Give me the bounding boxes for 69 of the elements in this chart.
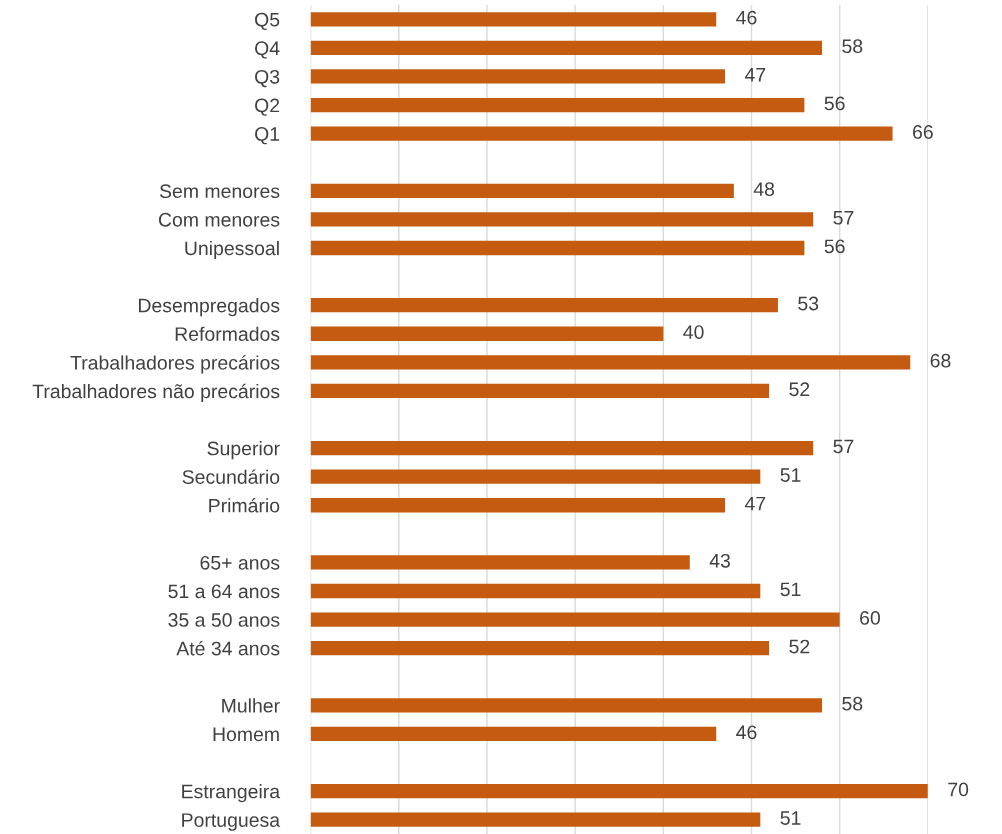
bar xyxy=(310,383,770,399)
y-tick-label: Homem xyxy=(213,727,279,742)
bar xyxy=(310,612,840,627)
y-tick-label: Q3 xyxy=(255,69,280,88)
y-tick-label: 65+ anos xyxy=(200,555,280,570)
bar xyxy=(310,555,690,570)
bar xyxy=(310,469,761,484)
bar xyxy=(310,641,770,656)
data-label: 46 xyxy=(736,725,757,740)
bar xyxy=(310,183,734,198)
data-label: 51 xyxy=(780,811,801,825)
data-label: 56 xyxy=(824,96,845,111)
data-label: 40 xyxy=(683,325,704,339)
data-label: 70 xyxy=(948,782,969,797)
data-label: 66 xyxy=(913,125,933,139)
data-label: 68 xyxy=(930,353,951,368)
y-tick-label: Trabalhadores não precários xyxy=(32,383,280,403)
data-label: 46 xyxy=(736,10,757,25)
data-label: 51 xyxy=(780,582,801,597)
data-label: 58 xyxy=(842,696,863,711)
data-label: 51 xyxy=(780,468,801,482)
data-label: 56 xyxy=(824,239,845,254)
y-tick-label: 35 a 50 anos xyxy=(168,613,280,627)
y-tick-label: Primário xyxy=(209,497,280,513)
y-tick-label: Q2 xyxy=(255,98,280,116)
bar xyxy=(310,12,717,27)
bar xyxy=(310,69,726,84)
y-tick-label: Secundário xyxy=(182,469,280,484)
data-label: 53 xyxy=(798,296,819,311)
bar xyxy=(310,783,928,799)
y-tick-label: Com menores xyxy=(158,212,280,227)
bar xyxy=(310,240,805,256)
y-tick-label: Unipessoal xyxy=(185,240,279,260)
y-tick-label: Mulher xyxy=(222,698,280,713)
y-tick-label: Estrangeira xyxy=(182,784,281,803)
y-tick-label: Reformados xyxy=(175,326,280,341)
bar xyxy=(310,212,814,227)
bar xyxy=(310,583,761,599)
bar xyxy=(310,126,893,141)
data-label: 58 xyxy=(842,39,863,54)
y-tick-label: Desempregados xyxy=(139,298,280,317)
bar xyxy=(310,326,664,341)
bar xyxy=(310,498,726,513)
y-tick-label: Q5 xyxy=(255,12,280,31)
bar xyxy=(310,298,778,313)
y-tick-label: Sem menores xyxy=(159,184,280,199)
y-tick-label: 51 a 64 anos xyxy=(168,584,280,599)
data-label: 47 xyxy=(744,496,766,511)
data-label: 52 xyxy=(789,639,810,654)
y-tick-label: Até 34 anos xyxy=(176,640,280,656)
bar xyxy=(310,440,814,456)
data-label: 57 xyxy=(833,439,854,454)
bar xyxy=(310,355,911,370)
data-label: 60 xyxy=(860,611,880,625)
bar xyxy=(310,97,805,113)
y-tick-label: Superior xyxy=(207,441,280,460)
bar xyxy=(310,726,717,742)
bar xyxy=(310,698,823,713)
y-tick-label: Q4 xyxy=(255,41,280,59)
y-tick-label: Trabalhadores precários xyxy=(70,355,280,374)
y-tick-label: Q1 xyxy=(255,127,280,145)
bar xyxy=(310,40,823,56)
y-tick-label: Portuguesa xyxy=(182,813,281,831)
data-label: 57 xyxy=(833,211,854,225)
bar xyxy=(310,812,761,827)
data-label: 48 xyxy=(753,182,775,197)
data-label: 47 xyxy=(744,68,766,82)
data-label: 43 xyxy=(709,553,730,568)
data-label: 52 xyxy=(789,382,810,397)
